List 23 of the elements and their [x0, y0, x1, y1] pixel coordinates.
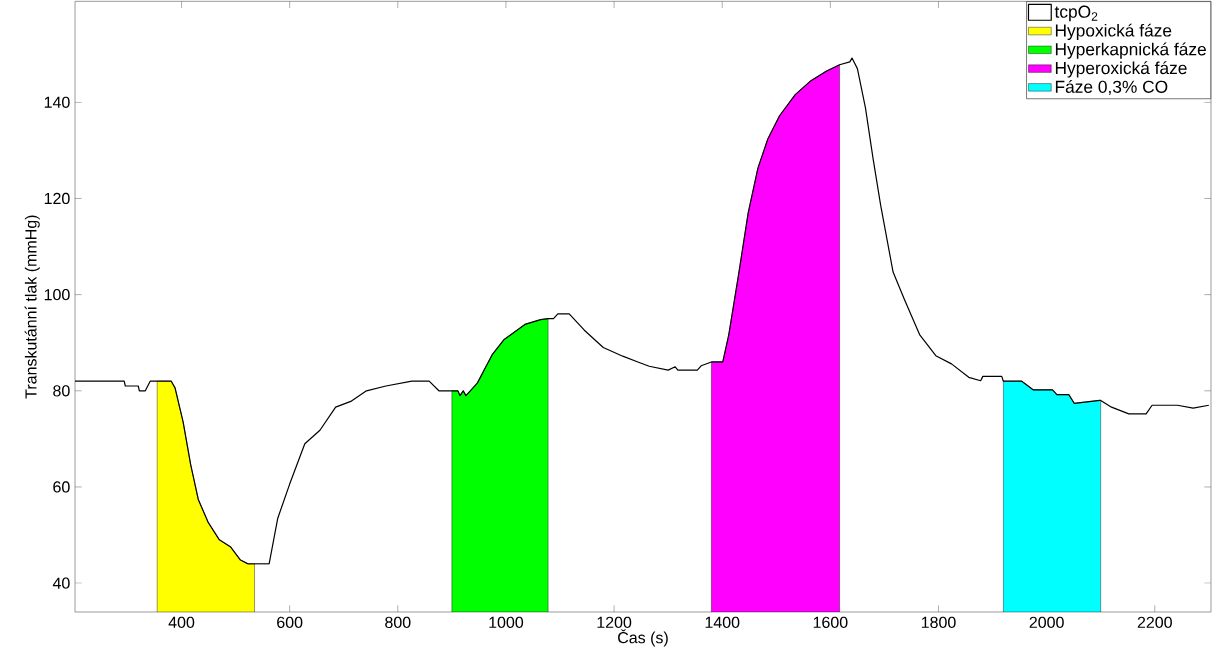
legend-label: Fáze 0,3% CO — [1055, 79, 1168, 95]
x-axis-title: Čas (s) — [618, 629, 668, 647]
y-tick-label: 120 — [44, 192, 70, 205]
legend-label: Hyperkapnická fáze — [1055, 42, 1206, 59]
y-axis-title: Transkutánní tlak (mmHg) — [24, 215, 40, 399]
y-tick-label: 80 — [53, 385, 70, 397]
x-tick-label: 600 — [277, 616, 303, 629]
x-tick-label: 400 — [168, 616, 195, 629]
legend-label: tcpO$_{2}$ — [1054, 5, 1098, 22]
x-tick-label: 800 — [385, 616, 411, 629]
legend-label: Hyperoxická fáze — [1055, 61, 1187, 78]
x-tick-label: 2000 — [1029, 616, 1064, 629]
y-tick-label: 140 — [44, 96, 70, 108]
x-tick-label: 2200 — [1137, 616, 1172, 629]
y-tick-label: 40 — [52, 577, 70, 589]
x-tick-label: 1200 — [597, 616, 632, 629]
x-tick-label: 1800 — [921, 616, 956, 629]
x-tick-label: 1000 — [489, 616, 524, 629]
y-tick-label: 60 — [53, 481, 70, 493]
legend-label: Hypoxická fáze — [1055, 23, 1172, 41]
x-tick-label: 1400 — [705, 616, 740, 629]
x-tick-label: 1600 — [813, 616, 848, 629]
y-tick-label: 100 — [44, 288, 70, 301]
